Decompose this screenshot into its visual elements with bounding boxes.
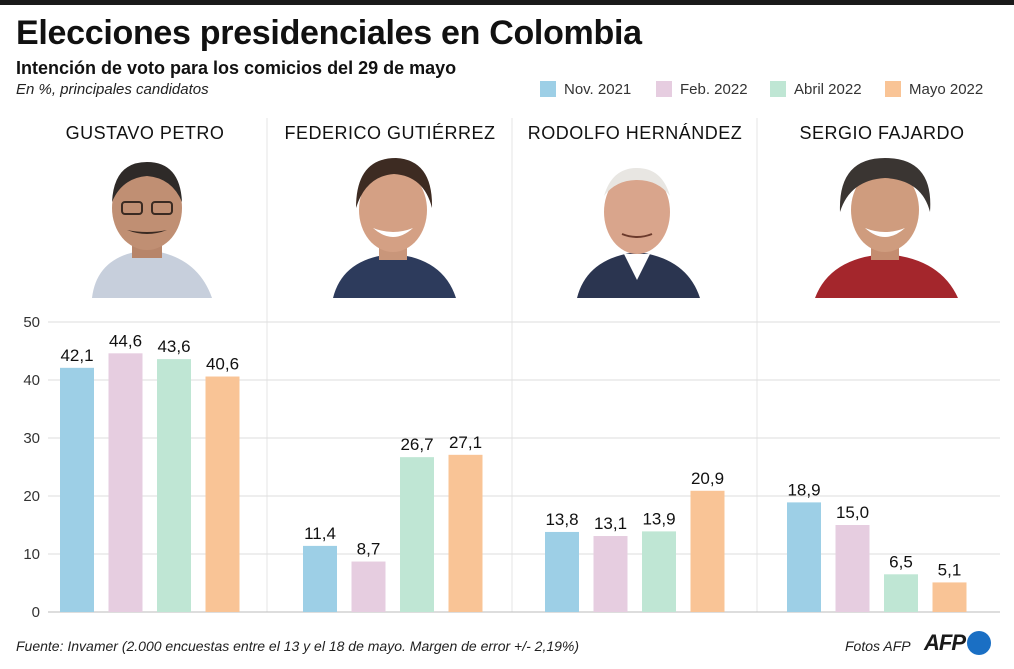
legend-label: Abril 2022	[794, 80, 862, 98]
legend-item-nov-2021: Nov. 2021	[540, 78, 631, 100]
bar	[400, 457, 434, 612]
data-label: 18,9	[787, 480, 820, 499]
data-label: 44,6	[109, 331, 142, 350]
bar	[884, 574, 918, 612]
portrait-icon	[577, 168, 700, 298]
chart-title: Elecciones presidenciales en Colombia	[16, 14, 642, 52]
y-tick-label: 30	[23, 430, 40, 447]
data-label: 15,0	[836, 503, 869, 522]
portrait-icon	[92, 162, 212, 298]
afp-logo-text: AFP	[924, 630, 966, 655]
candidate-name-petro: GUSTAVO PETRO	[65, 123, 225, 143]
bar	[932, 582, 967, 612]
bar	[593, 536, 628, 612]
legend-swatch	[770, 81, 786, 97]
portrait-icon	[333, 158, 456, 298]
top-bar	[0, 0, 1014, 5]
bar	[60, 367, 94, 612]
photo-credit: Fotos AFP	[845, 638, 911, 654]
bar	[448, 454, 483, 612]
bar	[642, 531, 676, 612]
legend-item-feb-2022: Feb. 2022	[656, 78, 748, 100]
legend-swatch	[540, 81, 556, 97]
legend: Nov. 2021 Feb. 2022 Abril 2022 Mayo 2022	[540, 78, 1000, 100]
afp-logo: AFP	[924, 629, 991, 657]
data-label: 42,1	[60, 346, 93, 365]
bar	[108, 353, 143, 612]
y-tick-label: 10	[23, 546, 40, 563]
legend-item-abril-2022: Abril 2022	[770, 78, 862, 100]
y-tick-label: 50	[23, 314, 40, 331]
bar	[351, 561, 386, 612]
bar	[157, 359, 191, 612]
y-tick-label: 0	[32, 604, 40, 621]
legend-swatch	[885, 81, 901, 97]
data-label: 8,7	[357, 540, 381, 559]
chart-subtitle: Intención de voto para los comicios del …	[16, 58, 457, 78]
units-note: En %, principales candidatos	[16, 81, 209, 98]
afp-logo-dot	[967, 631, 991, 655]
legend-label: Nov. 2021	[564, 80, 632, 98]
data-label: 13,1	[594, 514, 627, 533]
data-label: 26,7	[400, 435, 433, 454]
data-label: 43,6	[157, 337, 190, 356]
bar	[545, 531, 579, 612]
bar	[205, 376, 240, 612]
bar	[787, 502, 821, 612]
data-label: 27,1	[449, 433, 482, 452]
legend-label: Feb. 2022	[680, 80, 748, 98]
legend-item-mayo-2022: Mayo 2022	[885, 78, 983, 100]
bar	[303, 545, 337, 612]
candidate-name-hernandez: RODOLFO HERNÁNDEZ	[527, 123, 743, 143]
data-label: 40,6	[206, 355, 239, 374]
data-label: 11,4	[304, 524, 336, 543]
data-label: 20,9	[691, 469, 724, 488]
candidate-name-gutierrez: FEDERICO GUTIÉRREZ	[284, 123, 496, 143]
portrait-icon	[815, 158, 958, 298]
legend-label: Mayo 2022	[909, 80, 984, 98]
data-label: 13,8	[545, 510, 578, 529]
source-note: Fuente: Invamer (2.000 encuestas entre e…	[16, 638, 580, 654]
legend-swatch	[656, 81, 672, 97]
bar	[835, 525, 870, 612]
y-tick-label: 20	[23, 488, 40, 505]
data-label: 5,1	[938, 560, 962, 579]
y-tick-label: 40	[23, 372, 40, 389]
candidate-name-fajardo: SERGIO FAJARDO	[799, 123, 965, 143]
data-label: 13,9	[642, 509, 675, 528]
data-label: 6,5	[889, 552, 913, 571]
bar	[690, 490, 725, 612]
